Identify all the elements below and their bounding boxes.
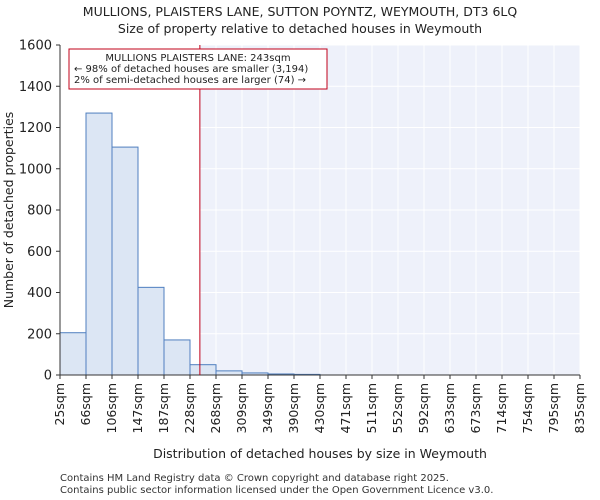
footer-line1: Contains HM Land Registry data © Crown c… [60,473,449,484]
annotation-line2: ← 98% of detached houses are smaller (3,… [74,64,308,75]
bar-106sqm [111,146,139,376]
x-tick-label: 795sqm [546,383,561,433]
x-tick-label: 835sqm [572,383,587,433]
y-tick-label: 200 [27,327,52,342]
x-tick-label: 25sqm [52,383,67,426]
bar-268sqm [215,370,243,376]
annotation-line3: 2% of semi-detached houses are larger (7… [74,75,306,86]
property-annotation-box [68,48,328,90]
bar-147sqm [137,286,165,376]
y-tick-label: 1600 [19,39,52,54]
x-tick-label: 309sqm [234,383,249,433]
y-tick-label: 1000 [19,162,52,177]
x-tick-label: 430sqm [312,383,327,433]
chart-title-line2: Size of property relative to detached ho… [117,21,483,36]
x-tick-label: 268sqm [208,383,223,433]
x-tick-label: 754sqm [520,383,535,433]
x-tick-label: 592sqm [416,383,431,433]
x-tick-label: 147sqm [130,383,145,433]
y-tick-label: 600 [27,245,52,260]
x-tick-label: 673sqm [468,383,483,433]
x-tick-label: 633sqm [442,383,457,433]
bar-228sqm [189,364,217,376]
annotation-line1: MULLIONS PLAISTERS LANE: 243sqm [105,53,290,64]
x-tick-label: 511sqm [364,383,379,433]
x-tick-label: 187sqm [156,383,171,433]
bar-66sqm [85,112,113,376]
y-axis-title: Number of detached properties [1,112,16,309]
x-tick-label: 349sqm [260,383,275,433]
x-tick-label: 66sqm [78,383,93,426]
x-tick-label: 471sqm [338,383,353,433]
bar-187sqm [163,339,191,376]
x-tick-label: 106sqm [104,383,119,433]
x-axis-title: Distribution of detached houses by size … [153,446,487,461]
y-tick-label: 800 [27,204,52,219]
x-tick-label: 714sqm [494,383,509,433]
y-tick-label: 0 [44,369,52,384]
bar-25sqm [59,332,87,376]
x-tick-label: 390sqm [286,383,301,433]
y-tick-label: 400 [27,286,52,301]
x-tick-label: 228sqm [182,383,197,433]
x-tick-label: 552sqm [390,383,405,433]
y-tick-label: 1200 [19,121,52,136]
footer-line2: Contains public sector information licen… [60,485,494,496]
chart-title-line1: MULLIONS, PLAISTERS LANE, SUTTON POYNTZ,… [82,4,518,19]
y-tick-label: 1400 [19,80,52,95]
